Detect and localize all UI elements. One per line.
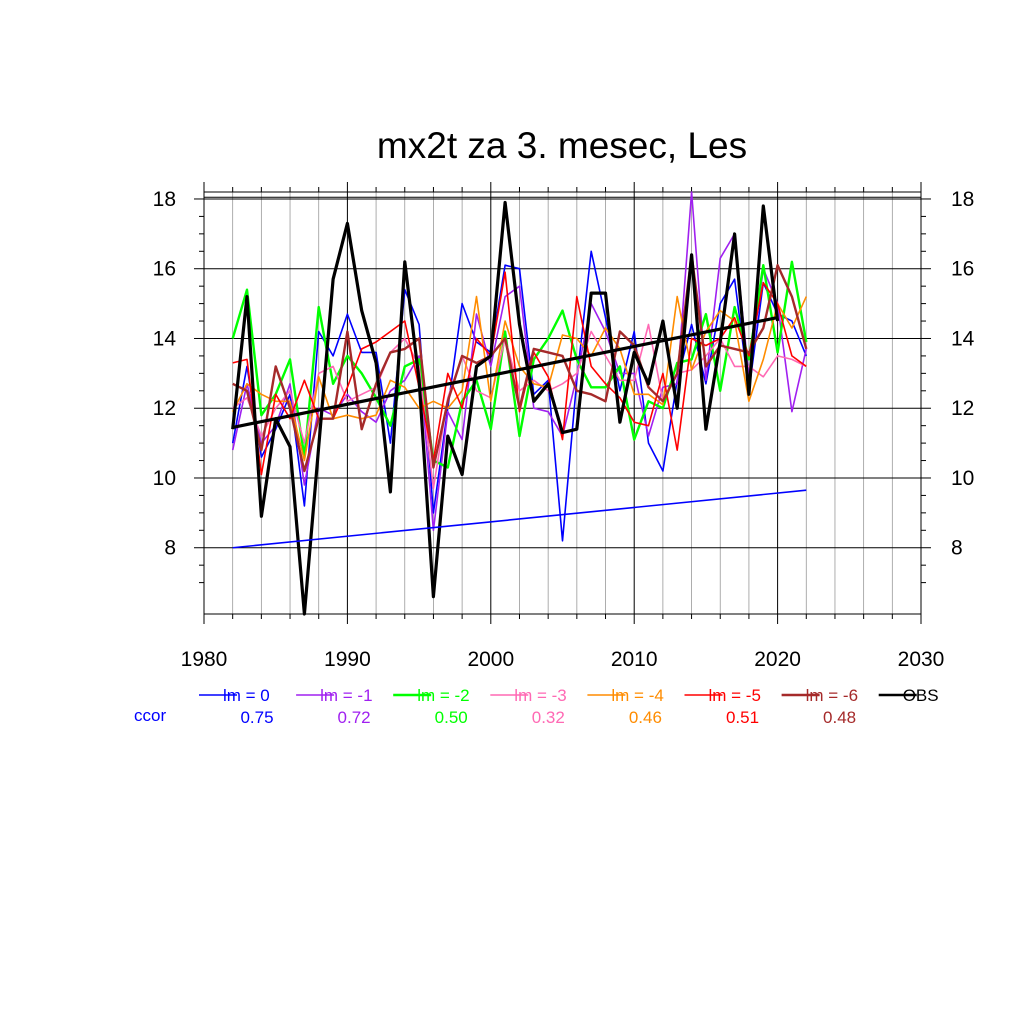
grid-lines xyxy=(203,191,922,614)
legend-label: lm = -4 xyxy=(611,686,663,705)
legend-label: OBS xyxy=(903,686,939,705)
ccor-value: 0.51 xyxy=(726,708,759,727)
legend-label: lm = -2 xyxy=(417,686,469,705)
plot-frame xyxy=(203,191,922,615)
y-tick-label-right: 10 xyxy=(951,467,974,490)
series-line-6 xyxy=(232,253,808,473)
series-layer xyxy=(231,191,808,616)
x-tick-label: 2010 xyxy=(611,648,658,671)
y-tick-label-right: 18 xyxy=(951,188,974,211)
ccor-value: 0.75 xyxy=(240,708,273,727)
y-tick-label-right: 16 xyxy=(951,258,974,281)
legend-label: lm = -1 xyxy=(320,686,372,705)
trend-line-1 xyxy=(232,315,778,429)
y-tick-label-right: 12 xyxy=(951,397,974,420)
y-tick-label-left: 8 xyxy=(164,537,176,560)
ccor-value: 0.32 xyxy=(532,708,565,727)
series-line-2 xyxy=(231,260,808,469)
chart-title: mx2t za 3. mesec, Les xyxy=(377,125,747,166)
x-tick-label: 1980 xyxy=(181,648,228,671)
series-line-3 xyxy=(232,323,807,490)
legend-label: lm = -5 xyxy=(709,686,761,705)
y-tick-label-left: 12 xyxy=(153,397,176,420)
y-tick-label-right: 14 xyxy=(951,327,975,350)
ccor-value: 0.46 xyxy=(629,708,662,727)
y-tick-label-left: 16 xyxy=(153,258,176,281)
y-tick-label-left: 14 xyxy=(153,327,177,350)
legend-label: lm = 0 xyxy=(223,686,270,705)
x-tick-label: 1990 xyxy=(324,648,371,671)
x-tick-label: 2030 xyxy=(898,648,945,671)
legend-label: lm = -3 xyxy=(514,686,566,705)
axis-ticks xyxy=(194,182,931,624)
tick-labels: 1980 1990 2000 2010 2020 2030 8 8 10 10 12 12 14 14 16… xyxy=(153,188,975,671)
series-line-7 xyxy=(231,200,780,616)
y-tick-label-left: 18 xyxy=(153,188,176,211)
legend: lm = 0 0.75 lm = -1 0.72 lm = -2 0.50 lm = -3 0… xyxy=(134,686,939,727)
y-tick-label-left: 10 xyxy=(153,467,176,490)
ccor-value: 0.72 xyxy=(338,708,371,727)
x-tick-label: 2000 xyxy=(467,648,514,671)
ccor-label: ccor xyxy=(134,706,166,725)
plot-area xyxy=(203,191,922,615)
series-line-4 xyxy=(231,295,808,462)
ccor-value: 0.48 xyxy=(823,708,856,727)
ccor-value: 0.50 xyxy=(435,708,468,727)
y-tick-label-right: 8 xyxy=(951,537,963,560)
trend-line-0 xyxy=(232,489,807,549)
legend-label: lm = -6 xyxy=(806,686,858,705)
x-tick-label: 2020 xyxy=(754,648,801,671)
